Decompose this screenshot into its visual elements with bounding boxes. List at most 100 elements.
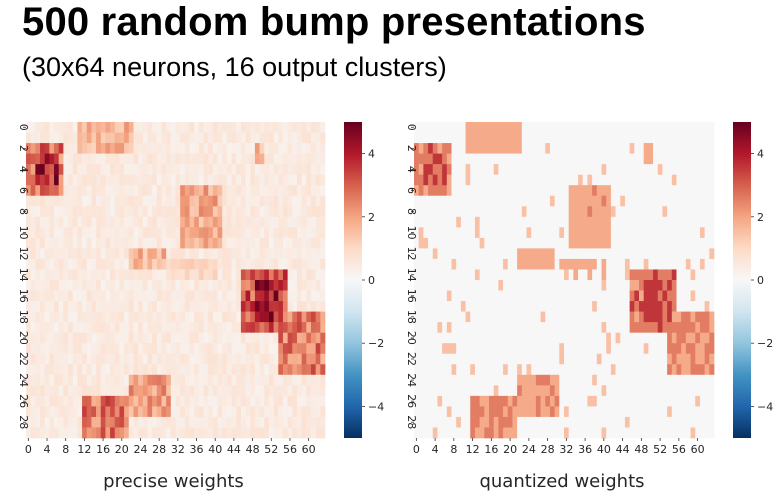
heatmap-cell — [142, 185, 148, 197]
heatmap-cell — [535, 427, 541, 439]
heatmap-cell — [629, 195, 635, 207]
heatmap-cell — [456, 185, 462, 197]
heatmap-cell — [119, 280, 125, 291]
heatmap-cell — [676, 132, 682, 144]
heatmap-cell — [86, 311, 92, 323]
heatmap-cell — [587, 416, 593, 428]
heatmap-cell — [535, 269, 541, 281]
heatmap-cell — [226, 237, 232, 249]
heatmap-cell — [240, 280, 246, 291]
heatmap-cell — [639, 332, 645, 344]
heatmap-cell — [156, 216, 162, 228]
heatmap-cell — [610, 395, 616, 407]
heatmap-cell — [704, 416, 710, 428]
heatmap-cell — [624, 332, 630, 344]
heatmap-cell — [63, 132, 69, 144]
heatmap-cell — [306, 174, 312, 186]
heatmap-cell — [432, 237, 438, 249]
heatmap-cell — [432, 216, 438, 228]
heatmap-cell — [63, 143, 69, 154]
heatmap-cell — [498, 416, 504, 428]
heatmap-cell — [156, 395, 162, 407]
heatmap-cell — [128, 427, 134, 439]
heatmap-cell — [493, 280, 499, 291]
heatmap-cell — [49, 322, 55, 334]
heatmap-cell — [208, 185, 214, 197]
heatmap-cell — [582, 132, 588, 144]
heatmap-cell — [568, 427, 574, 439]
heatmap-cell — [222, 195, 228, 207]
heatmap-cell — [152, 248, 158, 260]
heatmap-cell — [648, 343, 654, 355]
heatmap-cell — [105, 343, 111, 355]
heatmap-cell — [606, 332, 612, 344]
heatmap-cell — [203, 406, 209, 418]
heatmap-cell — [49, 395, 55, 407]
heatmap-cell — [503, 311, 509, 323]
heatmap-cell — [82, 174, 88, 186]
heatmap-cell — [96, 395, 102, 407]
heatmap-cell — [142, 237, 148, 249]
heatmap-cell — [704, 290, 710, 302]
heatmap-cell — [442, 427, 448, 439]
heatmap-cell — [156, 132, 162, 144]
heatmap-cell — [184, 395, 190, 407]
heatmap-cell — [236, 153, 242, 165]
heatmap-cell — [259, 132, 265, 144]
heatmap-cell — [498, 374, 504, 386]
heatmap-cell — [474, 195, 480, 207]
heatmap-cell — [460, 427, 466, 439]
heatmap-cell — [451, 122, 457, 133]
heatmap-cell — [254, 385, 260, 397]
heatmap-cell — [100, 258, 106, 270]
heatmap-cell — [315, 353, 321, 365]
heatmap-cell — [545, 195, 551, 207]
heatmap-cell — [681, 280, 687, 291]
heatmap-cell — [208, 248, 214, 260]
heatmap-cell — [296, 206, 302, 218]
heatmap-cell — [690, 216, 696, 228]
heatmap-cell — [217, 132, 223, 144]
heatmap-cell — [231, 185, 237, 197]
heatmap-cell — [564, 227, 570, 239]
heatmap-cell — [620, 206, 626, 218]
heatmap-cell — [521, 301, 527, 312]
heatmap-cell — [423, 364, 429, 376]
heatmap-cell — [643, 311, 649, 323]
heatmap-cell — [212, 301, 218, 312]
heatmap-cell — [264, 122, 270, 133]
heatmap-cell — [681, 258, 687, 270]
heatmap-cell — [128, 195, 134, 207]
heatmap-cell — [175, 248, 181, 260]
heatmap-cell — [418, 311, 424, 323]
heatmap-cell — [676, 301, 682, 312]
heatmap-cell — [259, 406, 265, 418]
heatmap-cell — [222, 395, 228, 407]
heatmap-cell — [634, 185, 640, 197]
heatmap-cell — [620, 237, 626, 249]
heatmap-cell — [166, 237, 172, 249]
heatmap-cell — [662, 343, 668, 355]
heatmap-cell — [526, 227, 532, 239]
heatmap-cell — [259, 364, 265, 376]
heatmap-cell — [470, 195, 476, 207]
heatmap-cell — [554, 364, 560, 376]
heatmap-cell — [152, 406, 158, 418]
heatmap-cell — [268, 122, 274, 133]
heatmap-cell — [142, 374, 148, 386]
heatmap-cell — [292, 248, 298, 260]
heatmap-cell — [226, 290, 232, 302]
heatmap-cell — [250, 385, 256, 397]
heatmap-cell — [648, 364, 654, 376]
heatmap-cell — [418, 122, 424, 133]
heatmap-cell — [432, 227, 438, 239]
heatmap-cell — [58, 227, 64, 239]
heatmap-cell — [578, 280, 584, 291]
heatmap-cell — [535, 416, 541, 428]
heatmap-cell — [414, 143, 420, 154]
heatmap-cell — [189, 290, 195, 302]
heatmap-cell — [278, 206, 284, 218]
y-tick-label: 24 — [405, 373, 418, 387]
heatmap-cell — [521, 416, 527, 428]
heatmap-cell — [442, 322, 448, 334]
